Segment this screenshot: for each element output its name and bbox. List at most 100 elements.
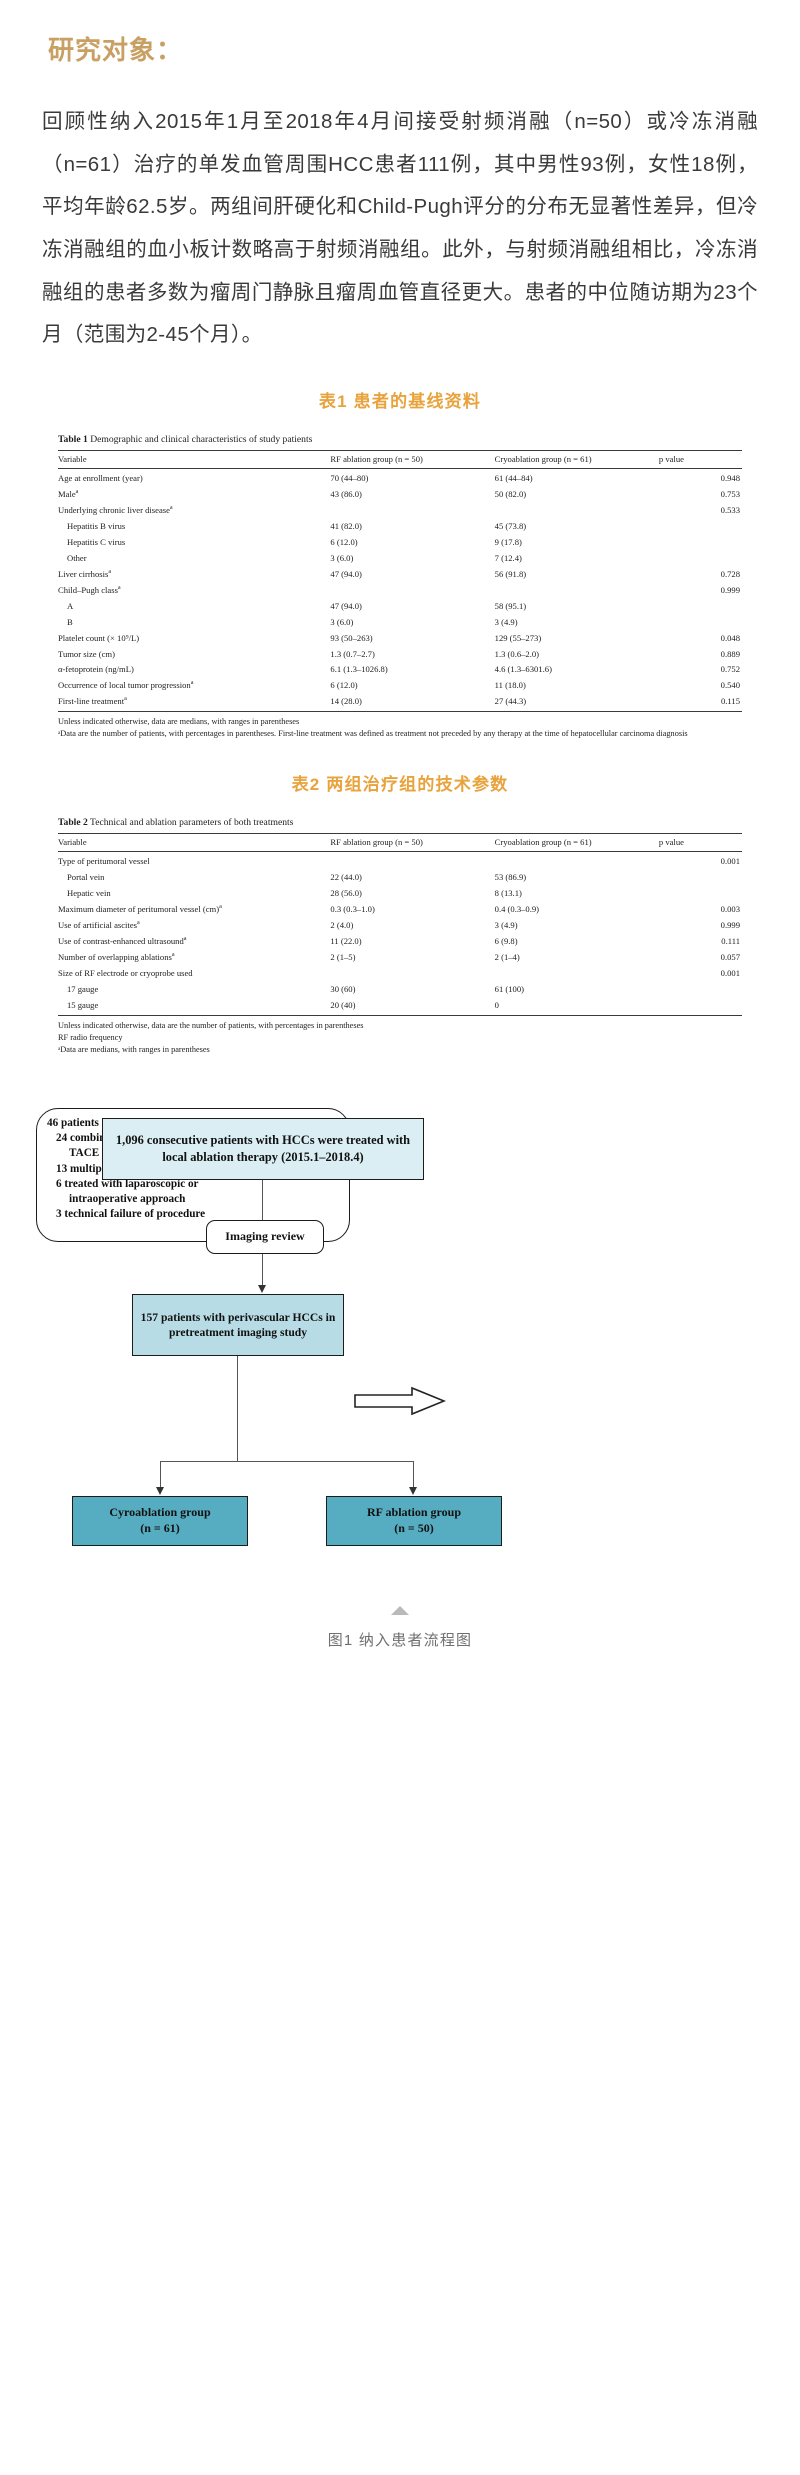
table-row: Type of peritumoral vessel 0.001 (58, 851, 742, 869)
cell-p-value (659, 550, 742, 566)
flow-box-imaging-review: Imaging review (206, 1219, 324, 1254)
cell-cryo-group (495, 582, 659, 598)
table-footnote: RF radio frequency (58, 1032, 123, 1042)
table2-th-variable: Variable (58, 832, 331, 852)
footnote-marker: a (169, 504, 173, 512)
table-row: 15 gauge 20 (40) 0 (58, 997, 742, 1016)
arrow-head-icon-rf (408, 1486, 417, 1495)
cell-p-value (659, 981, 742, 997)
cell-p-value (659, 598, 742, 614)
cell-cryo-group: 3 (4.9) (494, 616, 518, 627)
cell-cryo-group: 6 (9.8) (494, 936, 518, 947)
cell-variable: Use of contrast-enhanced ultrasounda (58, 935, 187, 947)
table-row: Tumor size (cm) 1.3 (0.7–2.7) 1.3 (0.6–2.0… (58, 646, 742, 662)
cell-variable: First-line treatmenta (58, 693, 331, 712)
cell-p-value (658, 997, 742, 1016)
table1-caption: 表1 患者的基线资料 (318, 391, 482, 411)
flow-connector-perivascular-down (237, 1355, 239, 1462)
cell-rf-group (330, 582, 494, 598)
flow-connector-top-to-imaging (262, 1179, 264, 1220)
cell-cryo-group: 50 (82.0) (494, 489, 527, 500)
table1-title: Table 1 Demographic and clinical charact… (58, 434, 742, 447)
cell-cryo-group: 3 (4.9) (494, 920, 518, 931)
table-row: Hepatic vein 28 (56.0) 8 (13.1) (58, 886, 742, 902)
cell-cryo-group: 7 (12.4) (494, 552, 522, 563)
table1-head: Variable RF ablation group (n = 50) Cryo… (58, 449, 742, 469)
table1-body: Age at enrollment (year) 70 (44–80) 61 (44… (58, 468, 742, 712)
table-footnote: Unless indicated otherwise, data are the… (58, 1020, 364, 1030)
table1-header-row: Variable RF ablation group (n = 50) Cryo… (58, 449, 742, 469)
table-row: B 3 (6.0) 3 (4.9) (58, 614, 742, 630)
table2: Variable RF ablation group (n = 50) Cryo… (58, 832, 742, 1016)
footnote-marker: a (171, 951, 175, 959)
cell-rf-group: 6 (12.0) (330, 537, 358, 548)
cell-rf-group: 41 (82.0) (330, 521, 362, 532)
cell-cryo-group: 45 (73.8) (494, 521, 527, 532)
cell-variable: Platelet count (× 10⁹/L) (58, 632, 140, 643)
cell-p-value: 0.999 (720, 920, 740, 931)
cell-p-value: 0.001 (720, 967, 740, 978)
excluded-line-5: 6 treated with laparoscopic or (56, 1177, 199, 1190)
table2-head: Variable RF ablation group (n = 50) Cryo… (58, 832, 742, 852)
flow-connector-split-horizontal (160, 1460, 414, 1463)
table2-header-row: Variable RF ablation group (n = 50) Cryo… (58, 832, 742, 852)
cell-cryo-group: 9 (17.8) (494, 537, 522, 548)
table2-caption: 表2 两组治疗组的技术参数 (291, 774, 509, 794)
cell-rf-group: 3 (6.0) (330, 616, 354, 627)
flow-box-rf-ablation-group: RF ablation group (n = 50) (326, 1495, 502, 1546)
cell-rf-group (330, 965, 494, 981)
cell-p-value (659, 534, 742, 550)
excluded-line-7: 3 technical failure of procedure (56, 1208, 206, 1221)
cryo-group-label: Cyroablation group (109, 1505, 211, 1519)
patient-flow-diagram: 1,096 consecutive patients with HCCs wer… (36, 1107, 764, 1588)
cell-rf-group: 3 (6.0) (330, 552, 354, 563)
right-arrow-icon-exclusion (354, 1386, 446, 1416)
rf-group-label: RF ablation group (366, 1505, 462, 1519)
table2-body: Type of peritumoral vessel 0.001 Portal ve… (58, 851, 742, 1016)
cell-cryo-group (495, 503, 659, 519)
cell-variable: Hepatitis C virus (67, 537, 126, 548)
cell-variable: Underlying chronic liver diseasea (58, 504, 173, 516)
cell-cryo-group: 61 (44–84) (494, 473, 533, 484)
table-row: α-fetoprotein (ng/mL) 6.1 (1.3–1026.8) 4.6… (58, 662, 742, 678)
cell-cryo-group: 61 (100) (494, 983, 524, 994)
figure1-caption: 图1 纳入患者流程图 (327, 1631, 473, 1649)
cell-rf-group: 43 (86.0) (330, 489, 362, 500)
table1-th-rf: RF ablation group (n = 50) (330, 449, 495, 469)
cell-variable: Age at enrollment (year) (58, 473, 143, 484)
flow-box-perivascular-patients: 157 patients with perivascular HCCs in p… (132, 1293, 344, 1356)
cell-variable: Portal vein (67, 872, 105, 883)
cell-variable: Number of overlapping ablationsa (58, 951, 175, 963)
table1-block: Table 1 Demographic and clinical charact… (36, 434, 764, 740)
table1: Variable RF ablation group (n = 50) Cryo… (58, 449, 742, 712)
cell-p-value: 0.753 (720, 489, 740, 500)
cell-cryo-group: 11 (18.0) (494, 680, 526, 691)
table1-footnotes: Unless indicated otherwise, data are med… (58, 716, 742, 740)
footnote-marker: a (75, 488, 79, 496)
table-row: Platelet count (× 10⁹/L) 93 (50–263) 129 (… (58, 630, 742, 646)
cell-p-value: 0.048 (720, 632, 740, 643)
cell-cryo-group: 58 (95.1) (494, 600, 527, 611)
rf-group-count: (n = 50) (394, 1520, 434, 1535)
table-row: Underlying chronic liver diseasea 0.533 (58, 503, 742, 519)
table-row: Hepatitis B virus 41 (82.0) 45 (73.8) (58, 519, 742, 535)
table-row: Occurrence of local tumor progressiona 6 … (58, 678, 742, 694)
table2-th-rf: RF ablation group (n = 50) (330, 832, 495, 852)
table1-label: Table 1 (58, 433, 88, 445)
arrow-head-icon-cryo (155, 1486, 164, 1495)
cell-rf-group (330, 503, 494, 519)
cell-cryo-group: 129 (55–273) (494, 632, 542, 643)
cell-p-value: 0.003 (720, 904, 740, 915)
cell-cryo-group: 0.4 (0.3–0.9) (494, 904, 540, 915)
cell-rf-group: 30 (60) (330, 983, 356, 994)
cell-p-value: 0.999 (720, 584, 740, 595)
cell-variable: Child–Pugh classa (58, 583, 121, 595)
table-row: Age at enrollment (year) 70 (44–80) 61 (44… (58, 468, 742, 486)
cell-variable: α-fetoprotein (ng/mL) (58, 664, 134, 675)
table-row: Number of overlapping ablationsa 2 (1–5) 2… (58, 949, 742, 965)
cell-rf-group: 70 (44–80) (330, 473, 369, 484)
cell-cryo-group (495, 851, 659, 869)
table-row: Hepatitis C virus 6 (12.0) 9 (17.8) (58, 534, 742, 550)
study-subjects-paragraph: 回顾性纳入2015年1月至2018年4月间接受射频消融（n=50）或冷冻消融（n… (42, 110, 758, 347)
flow-connector-to-rf (413, 1460, 415, 1489)
